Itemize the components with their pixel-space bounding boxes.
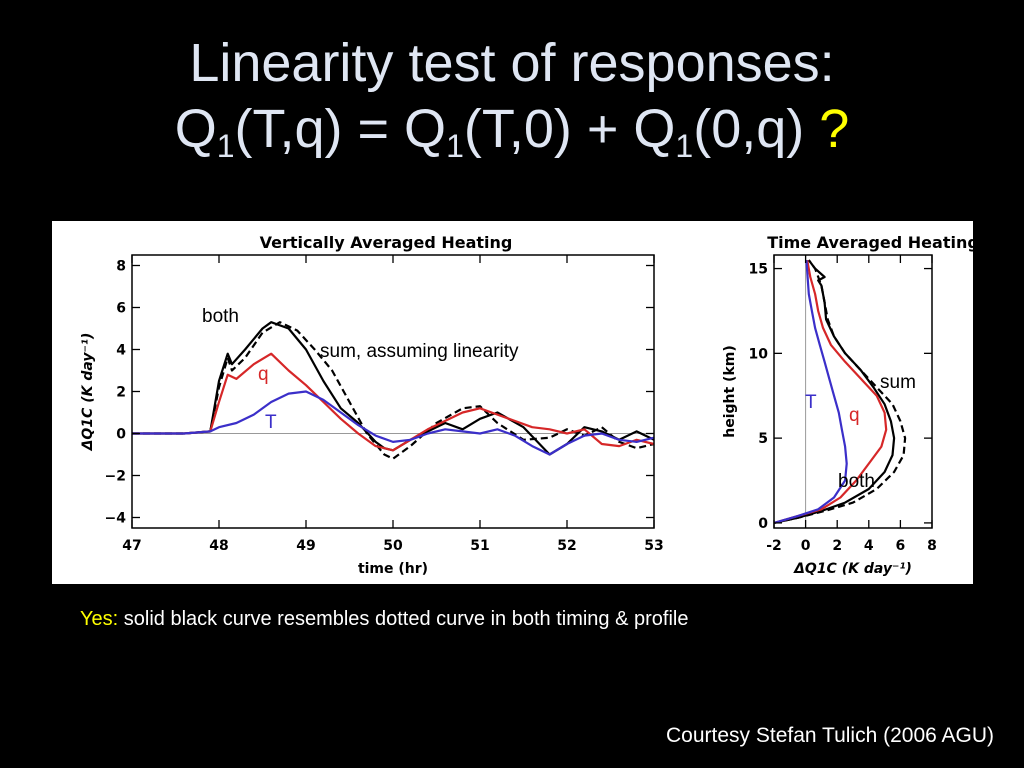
note-yes: Yes (80, 608, 113, 630)
slide-title: Linearity test of responses: Q1(T,q) = Q… (0, 30, 1024, 162)
right-x-tick-label: 6 (896, 538, 906, 554)
right-x-tick-label: 8 (927, 538, 937, 554)
question-mark: ? (819, 99, 850, 159)
right-x-tick-label: -2 (766, 538, 782, 554)
left-y-tick-label: 0 (116, 427, 126, 443)
left-x-tick-label: 47 (122, 538, 141, 554)
eq-sub-2: 1 (446, 128, 464, 164)
right-y-tick-label: 0 (758, 516, 768, 532)
eq-part-2: (T,0) + (463, 99, 634, 159)
left-x-tick-label: 51 (470, 538, 489, 554)
right-y-tick-label: 15 (749, 262, 768, 278)
left-x-tick-label: 48 (209, 538, 228, 554)
right-x-tick-label: 0 (801, 538, 811, 554)
left-plot-frame (131, 254, 655, 529)
figure-panel: Vertically Averaged Heating 47 48 49 50 51 52 5… (52, 221, 973, 584)
right-annotation-q: q (849, 405, 860, 426)
left-y-tick-label: −2 (105, 469, 126, 485)
credit-text: Courtesy Stefan Tulich (2006 AGU) (666, 724, 994, 747)
right-y-tick-label: 5 (758, 431, 768, 447)
left-series-T-line (132, 390, 655, 456)
left-annotation-q: q (258, 364, 269, 385)
eq-sub-1: 1 (216, 128, 235, 164)
left-chart-title: Vertically Averaged Heating (260, 233, 513, 252)
right-series-sum-line (773, 259, 907, 524)
right-x-axis-label: ΔQ1C (K day⁻¹) (793, 561, 912, 577)
left-annotation-T: T (265, 412, 277, 433)
left-x-tick-label: 52 (557, 538, 576, 554)
right-y-tick-label: 10 (749, 346, 769, 362)
right-annotation-both: both (838, 471, 875, 492)
right-plot-frame (773, 254, 933, 529)
left-y-tick-label: 8 (116, 259, 126, 275)
eq-part-1: (T,q) = (234, 99, 405, 159)
right-chart-title: Time Averaged Heating (767, 233, 973, 252)
right-series-q-line (773, 259, 888, 524)
right-x-tick-label: 4 (864, 538, 874, 554)
left-y-tick-label: 6 (116, 301, 126, 317)
note-text: solid black curve resembles dotted curve… (118, 608, 689, 630)
right-series-both-line (773, 259, 896, 524)
eq-q-3: Q (633, 99, 676, 159)
eq-q-1: Q (174, 99, 217, 159)
left-x-tick-label: 49 (296, 538, 315, 554)
left-annotation-sum: sum, assuming linearity (320, 341, 519, 362)
right-annotation-sum: sum (880, 372, 916, 393)
left-annotation-both: both (202, 306, 239, 327)
conclusion-note: Yes: solid black curve resembles dotted … (80, 608, 688, 631)
left-x-axis-label: time (hr) (358, 561, 428, 577)
note-colon: : (112, 608, 119, 630)
eq-q-2: Q (404, 99, 447, 159)
left-y-tick-label: 2 (116, 385, 126, 401)
right-annotation-T: T (805, 392, 817, 413)
left-series-q-line (132, 352, 655, 452)
left-y-tick-label: 4 (116, 343, 126, 359)
title-line-1: Linearity test of responses: (189, 33, 835, 93)
left-x-tick-label: 50 (383, 538, 403, 554)
eq-sub-3: 1 (675, 128, 694, 164)
title-equation: Q1(T,q) = Q1(T,0) + Q1(0,q) ? (0, 96, 1024, 162)
eq-part-3: (0,q) (693, 99, 820, 159)
right-x-tick-label: 2 (832, 538, 842, 554)
right-y-axis-label: height (km) (722, 345, 738, 438)
right-series-T-line (773, 260, 848, 524)
left-y-tick-label: −4 (105, 511, 127, 527)
left-x-tick-label: 53 (644, 538, 663, 554)
left-y-axis-label: ΔQ1C (K day⁻¹) (80, 333, 96, 452)
